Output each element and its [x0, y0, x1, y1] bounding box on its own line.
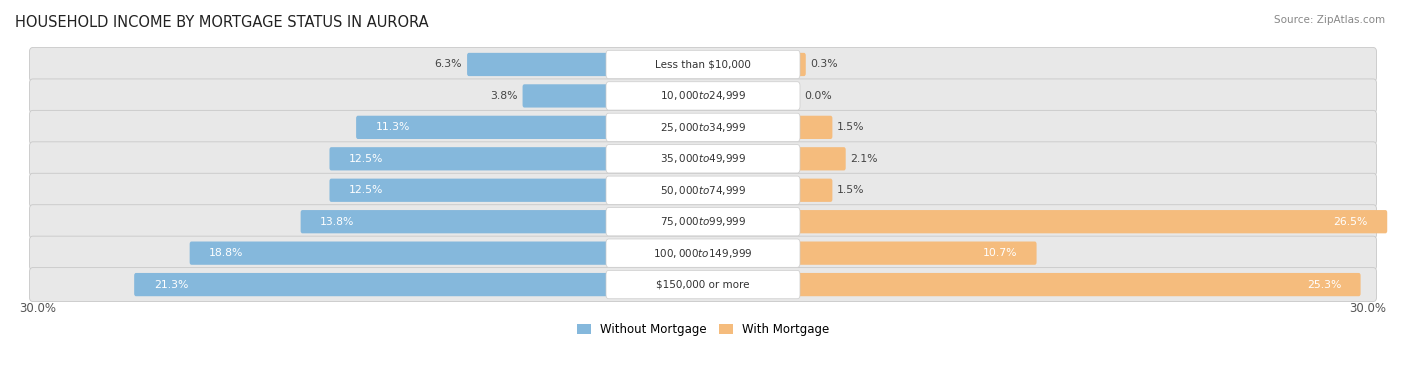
FancyBboxPatch shape: [606, 176, 800, 204]
FancyBboxPatch shape: [356, 116, 610, 139]
Text: Less than $10,000: Less than $10,000: [655, 60, 751, 69]
Text: $50,000 to $74,999: $50,000 to $74,999: [659, 184, 747, 197]
Text: 2.1%: 2.1%: [851, 154, 879, 164]
Text: 3.8%: 3.8%: [491, 91, 517, 101]
FancyBboxPatch shape: [30, 236, 1376, 270]
FancyBboxPatch shape: [606, 208, 800, 236]
FancyBboxPatch shape: [329, 179, 610, 202]
Text: 30.0%: 30.0%: [20, 302, 56, 315]
Text: 6.3%: 6.3%: [434, 60, 463, 69]
Text: 21.3%: 21.3%: [153, 280, 188, 290]
FancyBboxPatch shape: [30, 268, 1376, 302]
Text: 26.5%: 26.5%: [1333, 217, 1368, 227]
Text: $25,000 to $34,999: $25,000 to $34,999: [659, 121, 747, 134]
Text: 11.3%: 11.3%: [375, 123, 411, 132]
Text: 0.3%: 0.3%: [811, 60, 838, 69]
FancyBboxPatch shape: [796, 53, 806, 76]
Text: $100,000 to $149,999: $100,000 to $149,999: [654, 247, 752, 260]
FancyBboxPatch shape: [606, 239, 800, 267]
FancyBboxPatch shape: [30, 205, 1376, 239]
FancyBboxPatch shape: [606, 50, 800, 79]
FancyBboxPatch shape: [796, 210, 1388, 233]
FancyBboxPatch shape: [190, 242, 610, 265]
Text: 13.8%: 13.8%: [321, 217, 354, 227]
FancyBboxPatch shape: [30, 110, 1376, 144]
Text: HOUSEHOLD INCOME BY MORTGAGE STATUS IN AURORA: HOUSEHOLD INCOME BY MORTGAGE STATUS IN A…: [15, 15, 429, 30]
Text: $150,000 or more: $150,000 or more: [657, 280, 749, 290]
FancyBboxPatch shape: [134, 273, 610, 296]
Text: $10,000 to $24,999: $10,000 to $24,999: [659, 89, 747, 103]
FancyBboxPatch shape: [30, 142, 1376, 176]
Text: $75,000 to $99,999: $75,000 to $99,999: [659, 215, 747, 228]
FancyBboxPatch shape: [301, 210, 610, 233]
FancyBboxPatch shape: [30, 173, 1376, 207]
Legend: Without Mortgage, With Mortgage: Without Mortgage, With Mortgage: [572, 318, 834, 340]
FancyBboxPatch shape: [329, 147, 610, 170]
FancyBboxPatch shape: [606, 145, 800, 173]
FancyBboxPatch shape: [30, 79, 1376, 113]
Text: 1.5%: 1.5%: [837, 185, 865, 195]
Text: 30.0%: 30.0%: [1350, 302, 1386, 315]
FancyBboxPatch shape: [606, 82, 800, 110]
Text: 1.5%: 1.5%: [837, 123, 865, 132]
FancyBboxPatch shape: [523, 84, 610, 107]
FancyBboxPatch shape: [796, 116, 832, 139]
FancyBboxPatch shape: [467, 53, 610, 76]
FancyBboxPatch shape: [796, 273, 1361, 296]
FancyBboxPatch shape: [796, 179, 832, 202]
Text: $35,000 to $49,999: $35,000 to $49,999: [659, 152, 747, 165]
FancyBboxPatch shape: [606, 113, 800, 141]
Text: 25.3%: 25.3%: [1306, 280, 1341, 290]
FancyBboxPatch shape: [796, 147, 845, 170]
FancyBboxPatch shape: [606, 270, 800, 299]
Text: 12.5%: 12.5%: [349, 154, 384, 164]
Text: 18.8%: 18.8%: [209, 248, 243, 258]
Text: 12.5%: 12.5%: [349, 185, 384, 195]
Text: 0.0%: 0.0%: [804, 91, 832, 101]
FancyBboxPatch shape: [30, 48, 1376, 81]
FancyBboxPatch shape: [796, 242, 1036, 265]
Text: Source: ZipAtlas.com: Source: ZipAtlas.com: [1274, 15, 1385, 25]
Text: 10.7%: 10.7%: [983, 248, 1017, 258]
